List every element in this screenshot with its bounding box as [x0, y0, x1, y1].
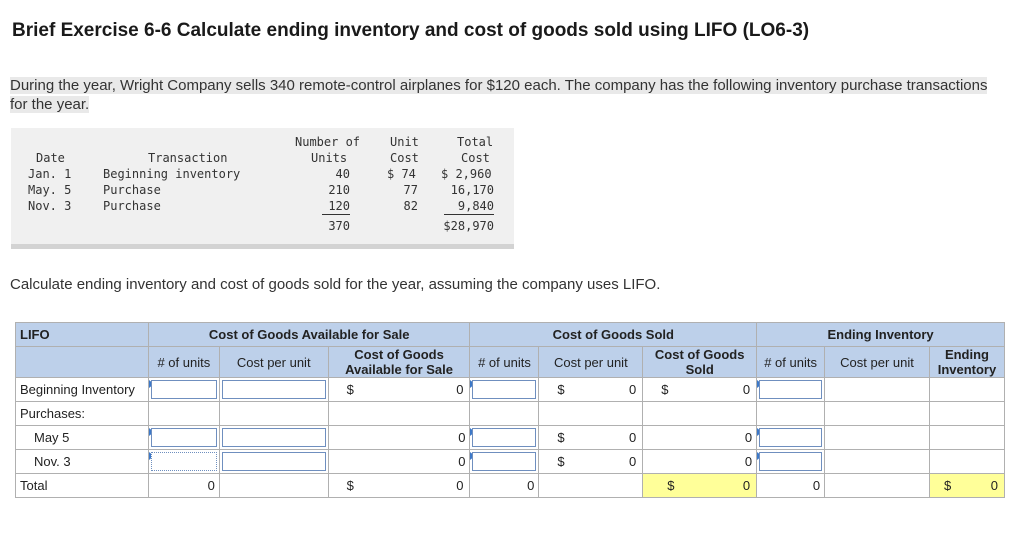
header-totalcost-line2: Cost	[461, 151, 490, 165]
row-units: 120	[322, 198, 350, 215]
beginning-cogas-cell: $0	[327, 377, 471, 402]
row-label-total: Total	[15, 473, 149, 498]
may5-units-input[interactable]	[147, 425, 220, 450]
subheader-cogas: Cost of Goods Available for Sale	[327, 346, 471, 378]
table-row: Purchases:	[15, 401, 1006, 426]
nov3-sold-cost-cell: $0	[538, 449, 644, 474]
header-units-line2: Units	[311, 151, 348, 165]
beginning-ending-cost-cell	[824, 377, 930, 402]
row-label-may5: May 5	[15, 425, 149, 450]
nov3-cogs-cell: 0	[642, 449, 758, 474]
subheader-cost-per-unit: Cost per unit	[824, 346, 930, 378]
nov3-units-input[interactable]	[147, 449, 220, 474]
row-transaction: Purchase	[103, 199, 161, 213]
may5-cogas-cell: 0	[327, 425, 471, 450]
total-units-cell: 0	[147, 473, 220, 498]
header-date: Date	[36, 151, 65, 165]
total-ending-inventory-cell: $0	[928, 473, 1006, 498]
nov3-sold-units-input[interactable]	[469, 449, 540, 474]
row-date: May. 5	[28, 183, 72, 197]
row-transaction: Purchase	[103, 183, 161, 197]
nov3-ending-units-input[interactable]	[756, 449, 826, 474]
total-units: 370	[328, 219, 350, 233]
inventory-transactions-box: Number of Units Unit Cost Total Cost Dat…	[11, 128, 514, 249]
group-header-ending: Ending Inventory	[756, 322, 1005, 347]
total-cost: $28,970	[443, 219, 494, 233]
table-row: Nov. 3 0 $0 0	[15, 449, 1006, 474]
group-header-available: Cost of Goods Available for Sale	[147, 322, 471, 347]
header-units-line1: Number of	[295, 135, 361, 149]
subheader-blank	[15, 346, 149, 378]
subheader-units: # of units	[147, 346, 220, 378]
row-date: Nov. 3	[28, 199, 72, 213]
row-unit-cost: 82	[403, 199, 418, 213]
row-label-purchases: Purchases:	[15, 401, 149, 426]
row-units: 40	[335, 167, 350, 181]
subheader-cost-per-unit: Cost per unit	[218, 346, 329, 378]
total-cogs-cell: $0	[642, 473, 758, 498]
beginning-cost-per-unit-input[interactable]	[218, 377, 329, 402]
table-row: Beginning Inventory $0 $0 $0	[15, 377, 1006, 402]
row-total-cost: 16,170	[450, 183, 494, 197]
may5-ending-units-input[interactable]	[756, 425, 826, 450]
page-title: Brief Exercise 6-6 Calculate ending inve…	[12, 20, 810, 41]
may5-sold-units-input[interactable]	[469, 425, 540, 450]
row-total-cost: $ 2,960	[441, 167, 492, 181]
nov3-cost-per-unit-input[interactable]	[218, 449, 329, 474]
header-unitcost-line2: Cost	[390, 151, 419, 165]
total-sold-units-cell: 0	[469, 473, 540, 498]
may5-sold-cost-cell: $0	[538, 425, 644, 450]
total-cogas-cell: $0	[327, 473, 471, 498]
subheader-cogs: Cost of Goods Sold	[642, 346, 758, 378]
group-header-sold: Cost of Goods Sold	[469, 322, 758, 347]
row-unit-cost: 77	[403, 183, 418, 197]
table-row: May 5 0 $0 0	[15, 425, 1006, 450]
row-units: 210	[328, 183, 350, 197]
row-label-nov3: Nov. 3	[15, 449, 149, 474]
row-label-beginning: Beginning Inventory	[15, 377, 149, 402]
beginning-cogs-cell: $0	[642, 377, 758, 402]
beginning-sold-cost-cell: $0	[538, 377, 644, 402]
may5-cost-per-unit-input[interactable]	[218, 425, 329, 450]
subheader-units: # of units	[469, 346, 540, 378]
row-total-cost: 9,840	[444, 198, 494, 215]
beginning-ending-inventory-cell	[928, 377, 1006, 402]
row-unit-cost: $ 74	[387, 167, 416, 181]
question-text: Calculate ending inventory and cost of g…	[10, 276, 661, 293]
subheader-ending-inventory: Ending Inventory	[928, 346, 1006, 378]
subheader-units: # of units	[756, 346, 826, 378]
beginning-ending-units-input[interactable]	[756, 377, 826, 402]
lifo-corner-label: LIFO	[15, 322, 149, 347]
header-unitcost-line1: Unit	[390, 135, 419, 149]
beginning-sold-units-input[interactable]	[469, 377, 540, 402]
may5-cogs-cell: 0	[642, 425, 758, 450]
table-row-total: Total 0 $0 0 $0 0 $0	[15, 473, 1006, 498]
lifo-worksheet: LIFO Cost of Goods Available for Sale Co…	[15, 322, 1006, 498]
total-ending-units-cell: 0	[756, 473, 826, 498]
header-transaction: Transaction	[148, 151, 228, 165]
subheader-cost-per-unit: Cost per unit	[538, 346, 644, 378]
header-totalcost-line1: Total	[457, 135, 494, 149]
row-transaction: Beginning inventory	[103, 167, 241, 181]
row-date: Jan. 1	[28, 167, 72, 181]
nov3-cogas-cell: 0	[327, 449, 471, 474]
problem-intro: During the year, Wright Company sells 34…	[10, 77, 988, 113]
beginning-units-input[interactable]	[147, 377, 220, 402]
